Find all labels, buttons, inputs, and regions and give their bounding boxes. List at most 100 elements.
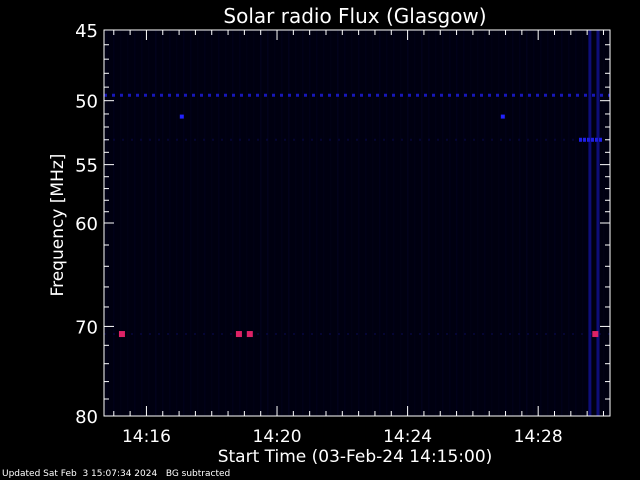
hotspots (118, 331, 599, 338)
hotspot (592, 331, 599, 338)
streak (302, 30, 304, 416)
streak (148, 30, 150, 416)
streak (484, 30, 486, 416)
streak (281, 30, 283, 416)
streak (393, 30, 395, 416)
streak (295, 30, 297, 416)
y-tick-label: 60 (75, 214, 98, 235)
streak (568, 30, 570, 416)
streak (498, 30, 500, 416)
interference-lines (104, 93, 610, 336)
streak (470, 30, 472, 416)
y-tick-label: 80 (75, 407, 98, 428)
emission-dot (500, 114, 505, 119)
streak (414, 30, 416, 416)
hotspot (118, 331, 125, 338)
streak (428, 30, 430, 416)
streak (232, 30, 234, 416)
streak (239, 30, 241, 416)
streak (358, 30, 360, 416)
streak (218, 30, 220, 416)
streak (204, 30, 206, 416)
streak (155, 30, 157, 416)
streak (575, 30, 577, 416)
streak (253, 30, 255, 416)
footer-status: Updated Sat Feb 3 15:07:34 2024 BG subtr… (2, 469, 230, 480)
emission-dot (594, 137, 598, 142)
streak (435, 30, 437, 416)
bg-subtracted-note: BG subtracted (165, 469, 231, 479)
streak (554, 30, 556, 416)
streak (400, 30, 402, 416)
bright-column (588, 30, 592, 416)
streak (456, 30, 458, 416)
streak (134, 30, 136, 416)
chart-title: Solar radio Flux (Glasgow) (223, 4, 486, 28)
emission-dot (179, 114, 184, 119)
streak (526, 30, 528, 416)
streak (197, 30, 199, 416)
streak (274, 30, 276, 416)
streak (176, 30, 178, 416)
x-tick-label: 14:20 (253, 427, 302, 447)
y-tick-label: 50 (75, 92, 98, 113)
streak (246, 30, 248, 416)
hotspot (235, 331, 242, 338)
streak (190, 30, 192, 416)
streak (337, 30, 339, 416)
streak (309, 30, 311, 416)
streak (288, 30, 290, 416)
streak (386, 30, 388, 416)
streak (491, 30, 493, 416)
streak (561, 30, 563, 416)
streak (463, 30, 465, 416)
streak (505, 30, 507, 416)
bright-columns (588, 30, 600, 416)
hotspot (246, 331, 253, 338)
streak (449, 30, 451, 416)
streak (120, 30, 122, 416)
streak (323, 30, 325, 416)
streak (407, 30, 409, 416)
y-tick-label: 55 (75, 156, 98, 177)
streak (372, 30, 374, 416)
streak (351, 30, 353, 416)
streak (330, 30, 332, 416)
streak (344, 30, 346, 416)
streak (442, 30, 444, 416)
axes: 45 50 55 60 70 80 14:16 14:20 14:24 14:28 (75, 21, 611, 447)
updated-timestamp: Updated Sat Feb 3 15:07:34 2024 (2, 469, 158, 479)
streak (127, 30, 129, 416)
y-tick-label: 45 (75, 21, 98, 42)
streak (260, 30, 262, 416)
vertical-streaks (106, 30, 605, 416)
streak (582, 30, 584, 416)
streak (421, 30, 423, 416)
streak (162, 30, 164, 416)
plot-area (104, 30, 610, 416)
streak (316, 30, 318, 416)
bright-column (596, 30, 600, 416)
emission-dot (582, 137, 586, 142)
emission-dot (590, 137, 594, 142)
streak (169, 30, 171, 416)
streak (365, 30, 367, 416)
plot-background (104, 30, 610, 416)
y-axis-label: Frequency [MHz] (48, 154, 68, 297)
streak (211, 30, 213, 416)
streak (141, 30, 143, 416)
streak (512, 30, 514, 416)
streak (379, 30, 381, 416)
streak (225, 30, 227, 416)
streak (519, 30, 521, 416)
emission-dot (598, 137, 602, 142)
streak (477, 30, 479, 416)
emission-dot (578, 137, 582, 142)
x-tick-label: 14:16 (122, 427, 171, 447)
streak (267, 30, 269, 416)
streak (183, 30, 185, 416)
x-axis-label: Start Time (03-Feb-24 14:15:00) (218, 447, 493, 467)
y-tick-label: 70 (75, 317, 98, 338)
streak (540, 30, 542, 416)
